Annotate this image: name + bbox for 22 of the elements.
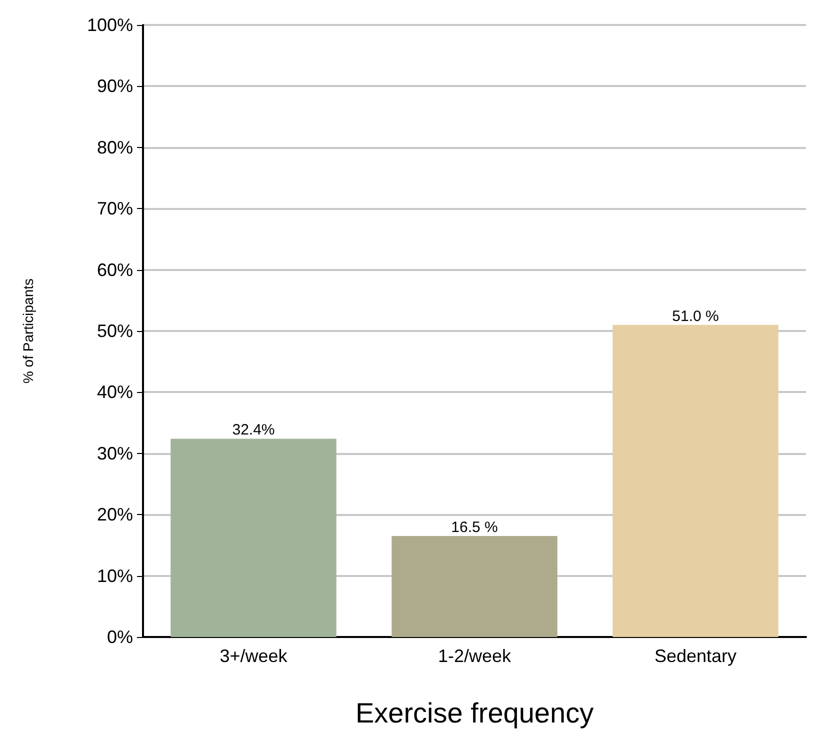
x-tick-label: Sedentary xyxy=(654,646,737,666)
y-tick-label: 20% xyxy=(96,504,133,525)
y-tick-label: 100% xyxy=(86,15,133,35)
bar xyxy=(612,324,778,637)
y-tick-label: 60% xyxy=(96,260,133,280)
y-tick-label: 10% xyxy=(96,566,133,586)
y-tick-label: 40% xyxy=(96,382,133,402)
y-tick-label: 80% xyxy=(96,137,133,158)
bar xyxy=(170,438,336,637)
bar xyxy=(392,536,558,637)
data-label: 32.4% xyxy=(232,422,275,439)
y-tick-label: 70% xyxy=(96,198,133,219)
y-tick-label: 0% xyxy=(106,627,133,647)
data-label: 51.0 % xyxy=(672,308,719,325)
y-tick-label: 30% xyxy=(96,443,133,464)
y-tick-label: 90% xyxy=(96,76,133,96)
data-label: 16.5 % xyxy=(451,519,498,536)
y-axis-title: % of Participants xyxy=(20,278,36,384)
x-tick-label: 1-2/week xyxy=(438,646,512,666)
x-tick-label: 3+/week xyxy=(220,646,288,666)
y-tick-label: 50% xyxy=(96,321,133,341)
x-axis-title: Exercise frequency xyxy=(355,698,594,728)
